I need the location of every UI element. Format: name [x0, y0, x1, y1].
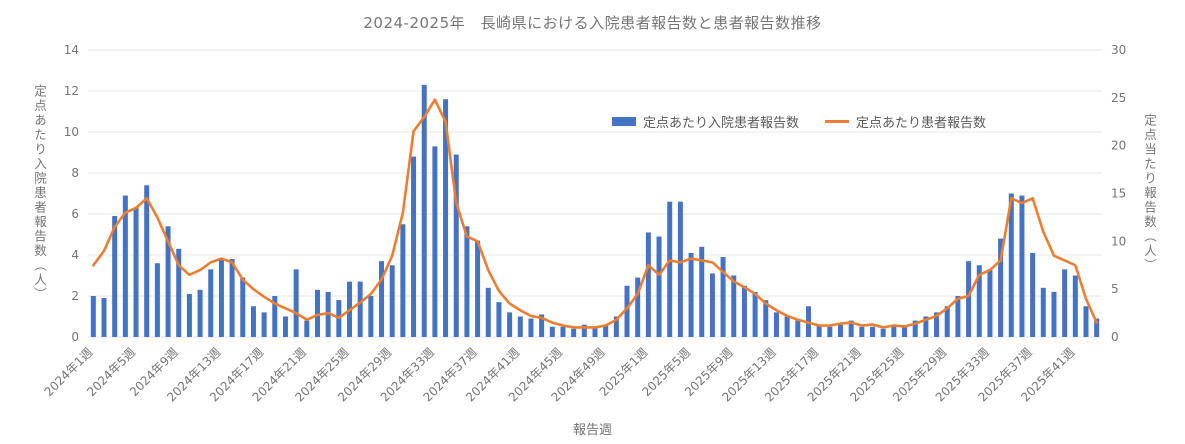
- svg-text:10: 10: [1111, 234, 1126, 248]
- left-axis-title: 定点あたり入院患者報告数（人）: [32, 84, 47, 302]
- bar-series-swatch-icon: [612, 117, 636, 126]
- svg-text:6: 6: [71, 207, 79, 221]
- svg-text:12: 12: [64, 84, 79, 98]
- legend-item-line-series[interactable]: 定点あたり患者報告数: [825, 112, 986, 131]
- chart-title: 2024-2025年 長崎県における入院患者報告数と患者報告数推移: [363, 14, 822, 32]
- legend-bar-label: 定点あたり入院患者報告数: [643, 116, 800, 131]
- right-axis-title: 定点当たり報告数（人）: [1142, 113, 1157, 273]
- x-axis-title: 報告週: [572, 423, 612, 438]
- svg-text:14: 14: [64, 43, 79, 57]
- legend-item-bar-series[interactable]: 定点あたり入院患者報告数: [612, 112, 799, 131]
- svg-text:5: 5: [1111, 282, 1119, 296]
- svg-text:8: 8: [71, 166, 79, 180]
- svg-text:4: 4: [71, 248, 79, 262]
- legend: 定点あたり入院患者報告数 定点あたり患者報告数: [612, 112, 986, 131]
- svg-text:30: 30: [1111, 43, 1126, 57]
- svg-text:20: 20: [1111, 139, 1126, 153]
- svg-text:25: 25: [1111, 91, 1126, 105]
- svg-text:2: 2: [71, 289, 79, 303]
- legend-line-label: 定点あたり患者報告数: [856, 116, 987, 131]
- svg-text:0: 0: [1111, 330, 1119, 344]
- line-series-swatch-icon: [825, 120, 850, 123]
- svg-text:10: 10: [64, 125, 79, 139]
- svg-text:0: 0: [71, 330, 79, 344]
- svg-text:15: 15: [1111, 187, 1126, 201]
